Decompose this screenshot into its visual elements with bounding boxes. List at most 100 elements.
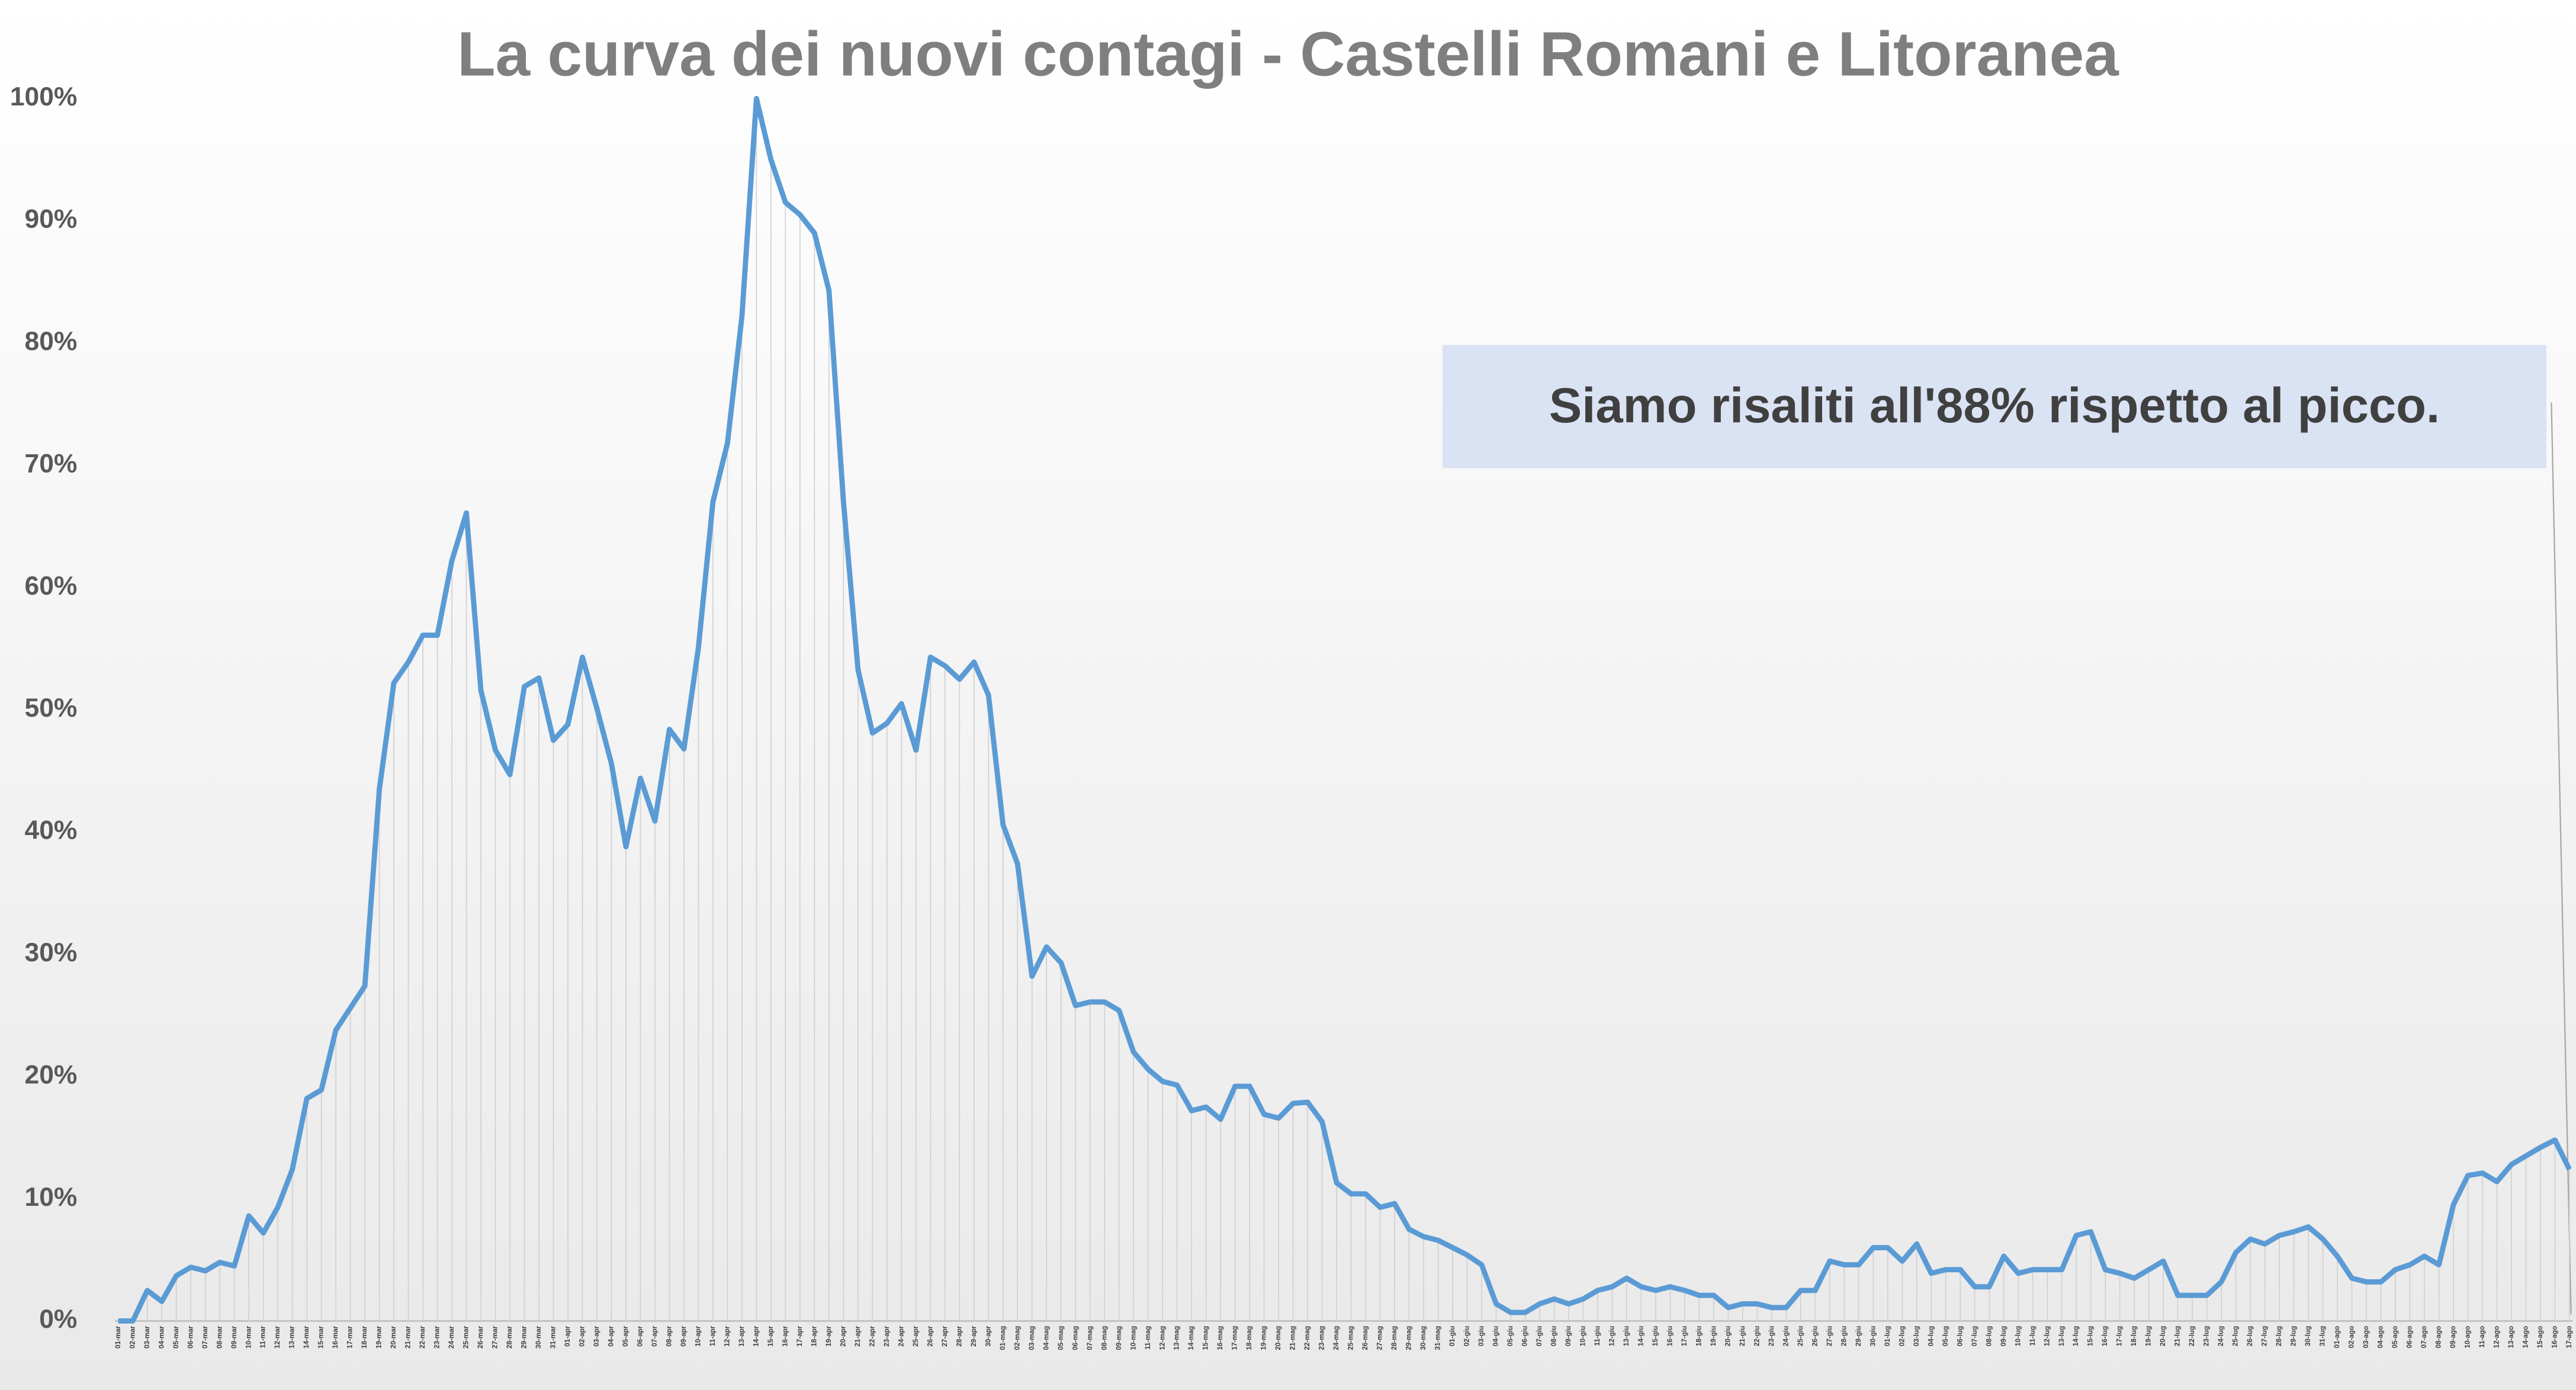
- x-tick-label: 23-giu: [1768, 1326, 1775, 1346]
- x-tick-label: 12-lug: [2043, 1326, 2051, 1346]
- x-tick-label: 17-apr: [796, 1325, 804, 1346]
- x-tick-label: 15-lug: [2087, 1326, 2095, 1346]
- x-tick-label: 01-ago: [2333, 1326, 2341, 1349]
- x-tick-label: 05-lug: [1942, 1326, 1949, 1346]
- x-tick-label: 29-apr: [970, 1325, 978, 1346]
- x-tick-label: 17-giu: [1681, 1326, 1688, 1346]
- x-tick-label: 02-giu: [1463, 1326, 1471, 1346]
- x-tick-label: 23-mag: [1318, 1326, 1326, 1350]
- x-tick-label: 19-apr: [825, 1325, 833, 1346]
- x-tick-label: 08-ago: [2435, 1326, 2443, 1349]
- x-tick-label: 01-mag: [999, 1326, 1007, 1350]
- x-tick-label: 18-giu: [1695, 1326, 1703, 1346]
- x-tick-label: 20-giu: [1724, 1326, 1732, 1346]
- x-tick-label: 08-apr: [666, 1325, 673, 1346]
- x-tick-label: 31-lug: [2319, 1326, 2327, 1346]
- x-tick-label: 07-mag: [1086, 1326, 1094, 1350]
- y-tick-label: 50%: [25, 694, 78, 723]
- x-tick-label: 22-mar: [419, 1325, 426, 1349]
- x-tick-label: 25-mag: [1347, 1326, 1355, 1350]
- x-tick-label: 09-lug: [2000, 1326, 2008, 1346]
- x-tick-label: 01-giu: [1448, 1326, 1456, 1346]
- x-tick-label: 24-mar: [448, 1325, 455, 1349]
- x-tick-label: 31-mar: [550, 1325, 557, 1349]
- x-tick-label: 30-mar: [535, 1325, 542, 1349]
- plot-area: 0% 10% 20% 30% 40% 50% 60% 70% 80% 90% 100% 01-mar 0…: [10, 82, 2573, 1350]
- x-tick-label: 02-mar: [129, 1325, 136, 1349]
- x-tick-label: 02-mag: [1013, 1326, 1021, 1350]
- x-tick-label: 28-giu: [1840, 1326, 1848, 1346]
- x-tick-label: 14-apr: [752, 1325, 760, 1346]
- x-tick-label: 19-giu: [1710, 1326, 1717, 1346]
- x-tick-label: 08-mag: [1100, 1326, 1108, 1350]
- x-tick-label: 15-mag: [1202, 1326, 1210, 1350]
- x-tick-label: 18-mag: [1245, 1326, 1253, 1350]
- x-tick-label: 11-mag: [1144, 1326, 1152, 1350]
- x-tick-label: 03-apr: [593, 1325, 600, 1346]
- x-tick-label: 02-lug: [1898, 1326, 1906, 1346]
- x-tick-label: 14-giu: [1637, 1326, 1644, 1346]
- x-tick-label: 17-lug: [2116, 1326, 2124, 1346]
- x-tick-label: 13-ago: [2507, 1326, 2515, 1349]
- x-tick-label: 18-apr: [810, 1325, 818, 1346]
- x-tick-label: 26-lug: [2246, 1326, 2254, 1346]
- x-tick-label: 17-mar: [346, 1325, 354, 1349]
- y-tick-label: 90%: [25, 205, 78, 234]
- x-tick-label: 22-mag: [1303, 1326, 1311, 1350]
- annotation-box: [1442, 345, 2547, 468]
- x-tick-label: 26-mag: [1361, 1326, 1369, 1350]
- x-tick-label: 13-giu: [1623, 1326, 1630, 1346]
- x-tick-label: 13-apr: [738, 1325, 746, 1346]
- x-tick-label: 06-apr: [637, 1325, 644, 1346]
- x-tick-label: 12-mar: [274, 1325, 281, 1349]
- x-tick-label: 21-mar: [404, 1325, 412, 1349]
- x-tick-label: 09-giu: [1565, 1326, 1572, 1346]
- x-tick-label: 13-mag: [1173, 1326, 1181, 1350]
- y-tick-label: 60%: [25, 572, 78, 601]
- x-tick-label: 26-apr: [926, 1325, 934, 1346]
- x-tick-label: 25-apr: [912, 1325, 920, 1346]
- x-tick-label: 22-giu: [1753, 1326, 1761, 1346]
- x-tick-label: 04-mar: [158, 1325, 165, 1349]
- x-tick-label: 05-mar: [172, 1325, 180, 1349]
- x-tick-label: 25-giu: [1797, 1326, 1804, 1346]
- x-tick-label: 20-mar: [390, 1325, 397, 1349]
- x-tick-label: 07-ago: [2420, 1326, 2428, 1349]
- x-tick-label: 24-apr: [897, 1325, 905, 1346]
- x-tick-label: 19-mag: [1260, 1326, 1268, 1350]
- x-tick-label: 03-mar: [143, 1325, 151, 1349]
- x-tick-label: 11-apr: [709, 1325, 717, 1346]
- x-tick-label: 04-apr: [608, 1325, 615, 1346]
- x-tick-label: 11-ago: [2478, 1326, 2486, 1348]
- y-tick-label: 100%: [10, 82, 78, 111]
- x-tick-label: 22-lug: [2188, 1326, 2196, 1346]
- x-tick-label: 16-mag: [1216, 1326, 1224, 1350]
- x-tick-label: 10-lug: [2014, 1326, 2022, 1346]
- x-tick-label: 16-mar: [332, 1325, 339, 1349]
- x-tick-label: 31-mag: [1434, 1326, 1442, 1350]
- x-tick-label: 03-mag: [1028, 1326, 1036, 1350]
- x-tick-label: 27-apr: [941, 1325, 949, 1346]
- x-tick-label: 14-ago: [2522, 1326, 2530, 1349]
- x-tick-label: 15-ago: [2536, 1326, 2544, 1349]
- x-tick-label: 20-mag: [1274, 1326, 1282, 1350]
- x-tick-label: 28-apr: [955, 1325, 963, 1346]
- x-tick-label: 13-lug: [2058, 1326, 2066, 1346]
- x-tick-label: 16-giu: [1666, 1326, 1674, 1346]
- x-tick-label: 10-mar: [245, 1325, 252, 1349]
- x-tick-label: 04-giu: [1492, 1326, 1500, 1346]
- x-tick-label: 18-mar: [361, 1325, 368, 1349]
- x-tick-label: 07-giu: [1536, 1326, 1543, 1346]
- x-tick-label: 07-mar: [201, 1325, 209, 1349]
- x-tick-label: 24-giu: [1782, 1326, 1790, 1346]
- x-tick-label: 10-mag: [1129, 1326, 1137, 1350]
- x-tick-label: 16-lug: [2101, 1326, 2109, 1346]
- x-tick-label: 13-mar: [288, 1325, 296, 1349]
- x-tick-label: 26-mar: [477, 1325, 484, 1349]
- x-tick-label: 05-apr: [622, 1325, 629, 1346]
- x-tick-label: 21-lug: [2174, 1326, 2182, 1346]
- x-tick-label: 21-apr: [854, 1325, 862, 1346]
- x-tick-label: 12-ago: [2493, 1326, 2501, 1349]
- y-tick-label: 70%: [25, 449, 78, 478]
